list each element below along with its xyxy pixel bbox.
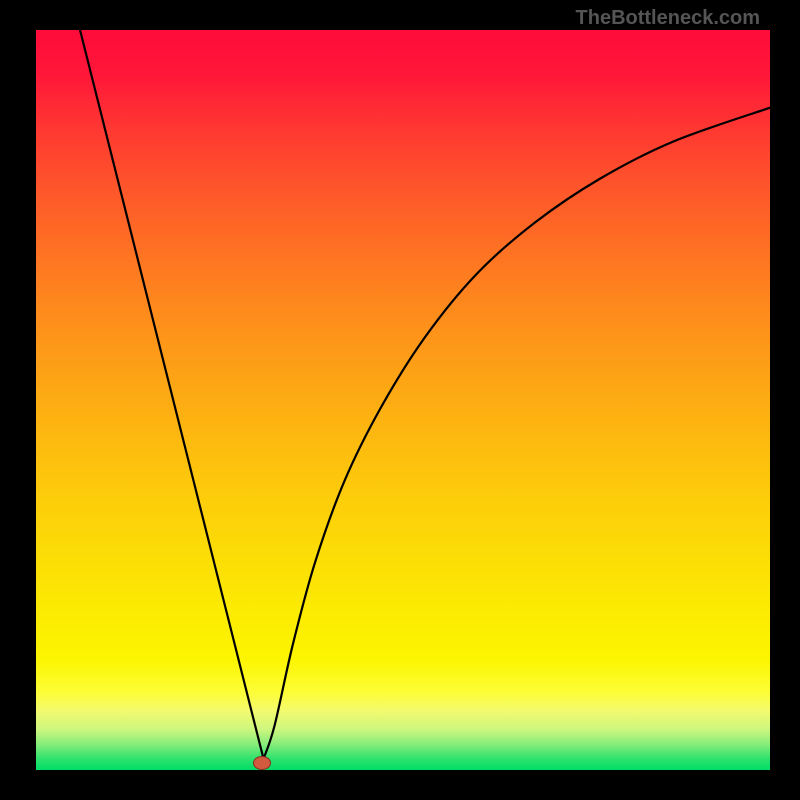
watermark-text: TheBottleneck.com bbox=[576, 7, 760, 30]
curve-layer bbox=[36, 30, 770, 770]
minimum-marker bbox=[253, 756, 271, 770]
plot-area bbox=[36, 30, 770, 770]
chart-container: { "meta": { "watermark_text": "TheBottle… bbox=[0, 0, 800, 800]
